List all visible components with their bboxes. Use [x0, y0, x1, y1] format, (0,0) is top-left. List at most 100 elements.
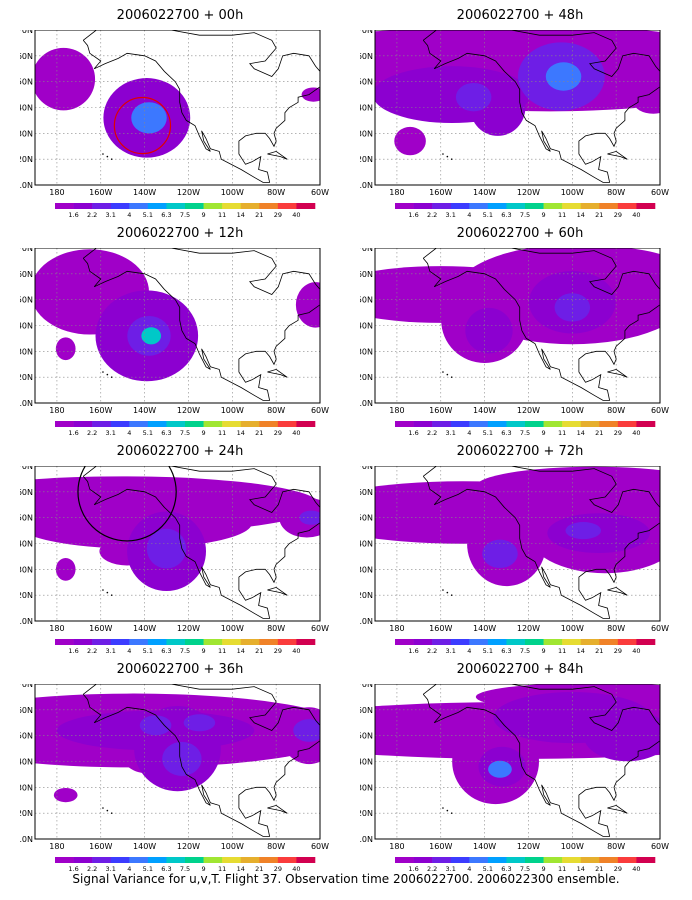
colorbar-swatch: [562, 203, 582, 209]
colorbar-swatch: [543, 857, 563, 863]
variance-area: [482, 539, 518, 569]
colorbar-label: 14: [237, 211, 245, 219]
colorbar-label: 40: [632, 647, 640, 655]
lon-label: 60W: [651, 406, 669, 415]
lon-label: 60W: [311, 842, 329, 851]
coastline-cuba: [607, 150, 628, 160]
colorbar-label: 7.5: [180, 429, 190, 437]
lat-label: 10N: [20, 617, 33, 626]
colorbar-label: 40: [292, 647, 300, 655]
colorbar-swatch: [580, 421, 600, 427]
lon-label: 140W: [133, 624, 156, 633]
island: [110, 812, 113, 814]
colorbar-label: 9: [542, 429, 546, 437]
lat-label: 20N: [20, 809, 33, 818]
colorbar-label: 6.3: [161, 429, 171, 437]
panel-12h: 2006022700 + 12h 70N 60N 50N 40N 30N 20N 10N 18…: [20, 226, 340, 437]
lat-label: 20N: [360, 155, 373, 164]
lat-label: 50N: [20, 78, 33, 87]
lon-label: 80W: [607, 842, 625, 851]
lon-label: 160W: [429, 842, 452, 851]
lon-label: 80W: [267, 188, 285, 197]
colorbar-swatch: [413, 421, 433, 427]
colorbar-swatch: [599, 421, 619, 427]
colorbar-swatch: [222, 203, 242, 209]
lat-label: 70N: [20, 466, 33, 471]
island: [446, 591, 449, 594]
colorbar-swatch: [413, 639, 433, 645]
lon-label: 180: [49, 406, 64, 415]
lat-label: 20N: [360, 373, 373, 382]
island: [102, 371, 104, 373]
colorbar-label: 5.1: [143, 647, 153, 655]
colorbar-label: 29: [274, 429, 282, 437]
lat-label: 70N: [360, 248, 373, 253]
variance-area: [131, 102, 167, 134]
colorbar-swatch: [617, 857, 637, 863]
panel-00h: 2006022700 + 00h 70N 60N 50N 40N 30N 20N 10N 18…: [20, 8, 340, 219]
panel-24h: 2006022700 + 24h 70N 60N 50N 40N 30N 20N 10N 18…: [20, 444, 340, 655]
lat-label: 10N: [360, 181, 373, 190]
colorbar-label: 3.1: [106, 865, 116, 873]
colorbar-swatch: [73, 421, 93, 427]
lon-label: 80W: [607, 406, 625, 415]
coastline-cuba: [267, 804, 288, 814]
island: [106, 591, 109, 594]
map-60h: 70N 60N 50N 40N 30N 20N 10N 180 160W 140W 120W 100W…: [360, 248, 680, 443]
colorbar-label: 14: [237, 865, 245, 873]
variance-area: [465, 307, 513, 354]
coastline: [422, 684, 660, 837]
colorbar-label: 9: [202, 211, 206, 219]
colorbar-label: 21: [255, 211, 263, 219]
colorbar-swatch: [147, 857, 167, 863]
island: [450, 594, 453, 596]
island: [106, 373, 109, 376]
variance-area: [301, 87, 320, 102]
colorbar-label: 7.5: [520, 865, 530, 873]
colorbar-swatch: [506, 203, 526, 209]
colorbar-swatch: [92, 857, 112, 863]
colorbar-label: 11: [558, 647, 566, 655]
colorbar-label: 29: [614, 429, 622, 437]
colorbar-label: 9: [202, 865, 206, 873]
coastline-cuba: [267, 150, 288, 160]
island: [450, 812, 453, 814]
colorbar-swatch: [203, 421, 223, 427]
colorbar-swatch: [203, 857, 223, 863]
colorbar-label: 7.5: [520, 429, 530, 437]
lat-label: 60N: [360, 706, 373, 715]
colorbar-swatch: [277, 203, 297, 209]
colorbar-label: 2.2: [427, 865, 437, 873]
island: [446, 373, 449, 376]
lon-label: 180: [49, 624, 64, 633]
colorbar-label: 29: [614, 647, 622, 655]
coastline: [82, 466, 320, 619]
island: [102, 807, 104, 809]
colorbar-swatch: [543, 639, 563, 645]
lat-label: 50N: [360, 296, 373, 305]
lat-label: 40N: [360, 104, 373, 113]
lat-label: 60N: [20, 270, 33, 279]
colorbar-swatch: [296, 639, 316, 645]
map-svg: 70N 60N 50N 40N 30N 20N 10N 180 160W 140W 120W 100W…: [20, 248, 329, 437]
lat-label: 30N: [360, 129, 373, 138]
coastline: [82, 248, 320, 401]
colorbar-swatch: [296, 857, 316, 863]
lon-label: 100W: [221, 624, 244, 633]
map-frame: [374, 684, 661, 840]
colorbar-label: 14: [237, 429, 245, 437]
lon-label: 120W: [177, 842, 200, 851]
colorbar-swatch: [277, 857, 297, 863]
colorbar-swatch: [580, 203, 600, 209]
colorbar-swatch: [110, 639, 130, 645]
colorbar-label: 7.5: [520, 211, 530, 219]
map-84h: 70N 60N 50N 40N 30N 20N 10N 180 160W 140W 120W 100W…: [360, 684, 680, 879]
lon-label: 60W: [311, 188, 329, 197]
colorbar-swatch: [636, 639, 656, 645]
colorbar-swatch: [580, 639, 600, 645]
colorbar-swatch: [222, 421, 242, 427]
colorbar-swatch: [525, 639, 544, 645]
colorbar-label: 29: [274, 211, 282, 219]
colorbar-label: 14: [577, 647, 585, 655]
colorbar-swatch: [413, 203, 433, 209]
